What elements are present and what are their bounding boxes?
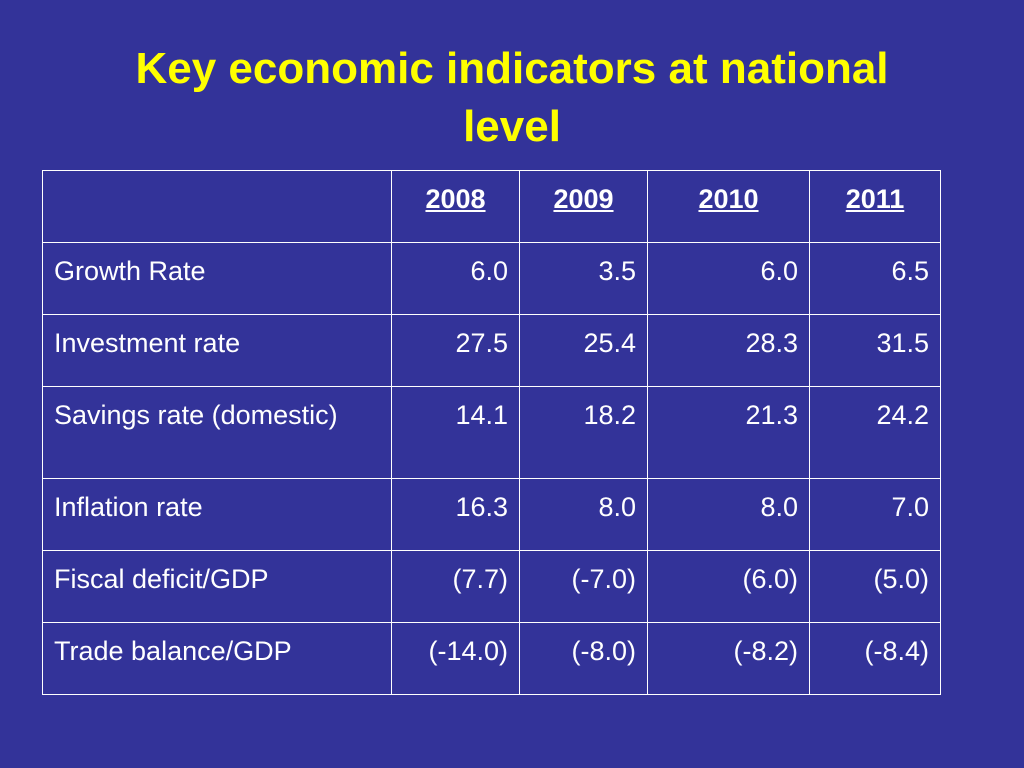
- row-label: Savings rate (domestic): [42, 386, 392, 479]
- slide-title-line-1: Key economic indicators at national: [135, 44, 889, 93]
- row-label: Growth Rate: [42, 242, 392, 315]
- table-cell: 28.3: [647, 314, 810, 387]
- table-cell: (-8.4): [809, 622, 941, 695]
- year-header-2009: 2009: [519, 170, 648, 243]
- table-row: Growth Rate 6.0 3.5 6.0 6.5: [42, 242, 941, 315]
- table-cell: 21.3: [647, 386, 810, 479]
- table-cell: 6.0: [647, 242, 810, 315]
- year-header-2011: 2011: [809, 170, 941, 243]
- table-cell: 8.0: [647, 478, 810, 551]
- row-label: Fiscal deficit/GDP: [42, 550, 392, 623]
- slide-title: Key economic indicators at national leve…: [0, 40, 1024, 156]
- table-cell: (5.0): [809, 550, 941, 623]
- year-header-2010: 2010: [647, 170, 810, 243]
- table-row: Fiscal deficit/GDP (7.7) (-7.0) (6.0) (5…: [42, 550, 941, 623]
- slide-title-line-2: level: [463, 102, 561, 151]
- row-label: Trade balance/GDP: [42, 622, 392, 695]
- row-label: Investment rate: [42, 314, 392, 387]
- table-cell: 27.5: [391, 314, 520, 387]
- table-cell: (-8.2): [647, 622, 810, 695]
- table-row: Savings rate (domestic) 14.1 18.2 21.3 2…: [42, 386, 941, 479]
- table-cell: (-14.0): [391, 622, 520, 695]
- table-row: Trade balance/GDP (-14.0) (-8.0) (-8.2) …: [42, 622, 941, 695]
- table-corner-cell: [42, 170, 392, 243]
- table-cell: 16.3: [391, 478, 520, 551]
- table-cell: 25.4: [519, 314, 648, 387]
- table-cell: 6.5: [809, 242, 941, 315]
- table-cell: (6.0): [647, 550, 810, 623]
- table-cell: 8.0: [519, 478, 648, 551]
- row-label: Inflation rate: [42, 478, 392, 551]
- table-cell: 3.5: [519, 242, 648, 315]
- table-cell: 7.0: [809, 478, 941, 551]
- table-cell: 24.2: [809, 386, 941, 479]
- table-cell: 31.5: [809, 314, 941, 387]
- table-cell: (-8.0): [519, 622, 648, 695]
- year-header-2008: 2008: [391, 170, 520, 243]
- table-row: Investment rate 27.5 25.4 28.3 31.5: [42, 314, 941, 387]
- table-cell: (-7.0): [519, 550, 648, 623]
- table-cell: (7.7): [391, 550, 520, 623]
- table-cell: 14.1: [391, 386, 520, 479]
- table-row: Inflation rate 16.3 8.0 8.0 7.0: [42, 478, 941, 551]
- economic-indicators-table: 2008 2009 2010 2011 Growth Rate 6.0 3.5 …: [42, 170, 941, 695]
- table-cell: 18.2: [519, 386, 648, 479]
- table-header-row: 2008 2009 2010 2011: [42, 170, 941, 243]
- table-cell: 6.0: [391, 242, 520, 315]
